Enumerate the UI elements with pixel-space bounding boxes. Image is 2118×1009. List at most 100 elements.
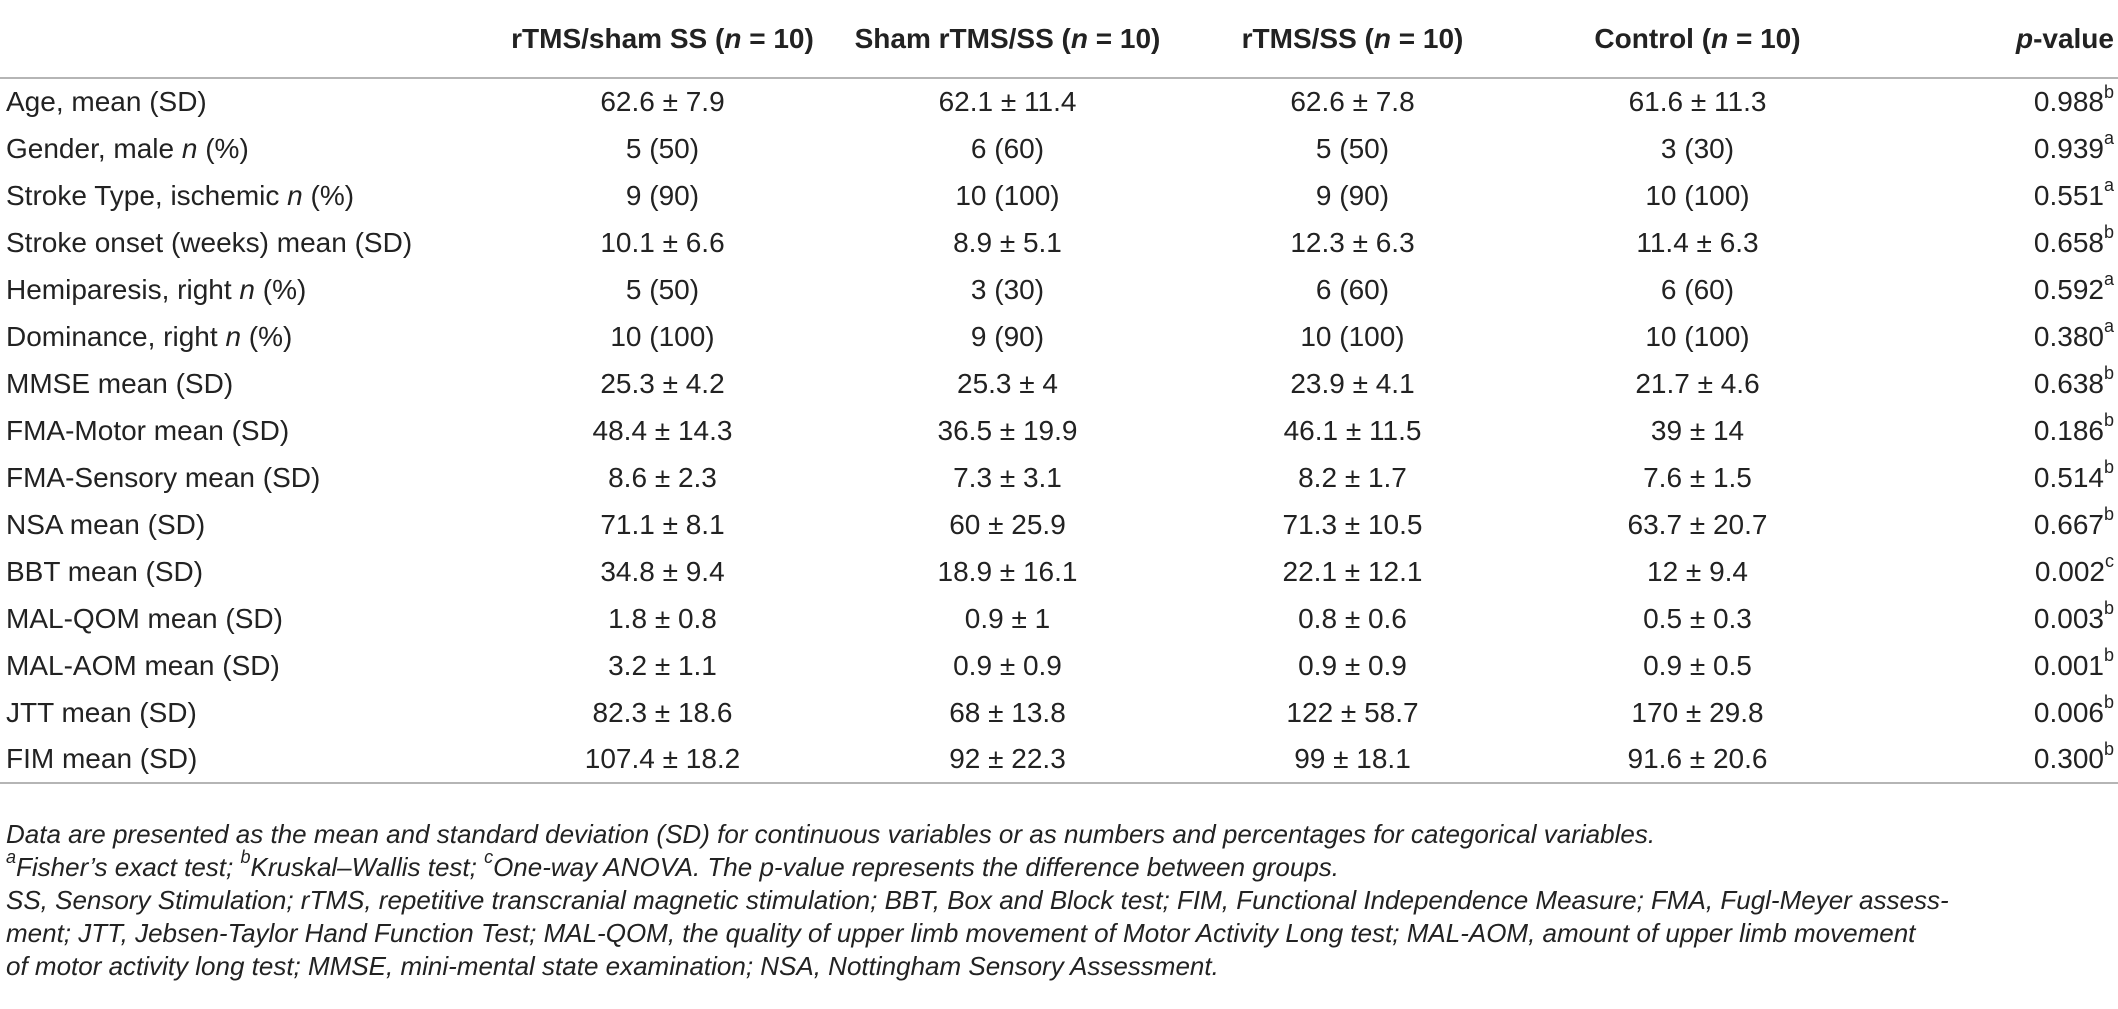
table-header: rTMS/sham SS (n = 10) Sham rTMS/SS (n = …: [0, 0, 2118, 79]
cell-sham-rtms-ss: 0.9 ± 1: [964, 602, 1051, 634]
cell-control: 7.6 ± 1.5: [1643, 461, 1752, 493]
row-label: BBT mean (SD): [6, 555, 204, 587]
header-rtms-ss: rTMS/SS (n = 10): [1180, 0, 1525, 79]
cell-control: 61.6 ± 11.3: [1628, 86, 1767, 117]
cell-sham-rtms-ss: 9 (90): [970, 320, 1045, 352]
row-label: Hemiparesis, right n (%): [6, 273, 307, 305]
cell-p-value: 0.638b: [2033, 363, 2114, 399]
cell-p-value: 0.003b: [2033, 598, 2114, 634]
cell-sham-rtms-ss: 7.3 ± 3.1: [953, 461, 1062, 493]
table-row: MAL-QOM mean (SD) 1.8 ± 0.8 0.9 ± 1 0.8 …: [0, 595, 2118, 642]
cell-p-value: 0.988b: [2033, 81, 2114, 117]
cell-rtms-sham-ss: 34.8 ± 9.4: [600, 555, 725, 587]
cell-control: 11.4 ± 6.3: [1636, 226, 1759, 258]
cell-control: 39 ± 14: [1650, 414, 1745, 446]
cell-control: 3 (30): [1660, 132, 1735, 164]
cell-rtms-sham-ss: 10 (100): [610, 320, 715, 352]
cell-p-value: 0.514b: [2033, 457, 2114, 493]
header-sham-rtms-ss: Sham rTMS/SS (n = 10): [835, 0, 1180, 79]
header-p-value: p-value: [1870, 0, 2118, 79]
cell-control: 10 (100): [1645, 179, 1750, 211]
table-row: Stroke onset (weeks) mean (SD) 10.1 ± 6.…: [0, 219, 2118, 266]
cell-sham-rtms-ss: 0.9 ± 0.9: [953, 649, 1062, 681]
cell-rtms-sham-ss: 5 (50): [625, 273, 700, 305]
cell-rtms-sham-ss: 10.1 ± 6.6: [600, 226, 725, 258]
cell-rtms-ss: 8.2 ± 1.7: [1298, 461, 1407, 493]
cell-p-value: 0.300b: [1870, 736, 2118, 784]
table-row: FIM mean (SD) 107.4 ± 18.2 92 ± 22.3 99 …: [0, 736, 2118, 784]
cell-rtms-sham-ss: 82.3 ± 18.6: [592, 696, 733, 728]
cell-p-value: 0.551a: [2033, 175, 2114, 211]
row-label: MMSE mean (SD): [6, 367, 234, 399]
row-label: FMA-Motor mean (SD): [6, 414, 290, 446]
cell-p-value: 0.592a: [2033, 269, 2114, 305]
cell-rtms-ss: 99 ± 18.1: [1180, 736, 1525, 784]
cell-rtms-sham-ss: 25.3 ± 4.2: [600, 367, 725, 399]
cell-rtms-ss: 122 ± 58.7: [1286, 696, 1419, 728]
cell-rtms-ss: 5 (50): [1315, 132, 1390, 164]
table-row: Stroke Type, ischemic n (%) 9 (90) 10 (1…: [0, 172, 2118, 219]
table-row: Age, mean (SD) 62.6 ± 7.9 62.1 ± 11.4 62…: [0, 78, 2118, 125]
cell-p-value: 0.001b: [2033, 645, 2114, 681]
table-row: Gender, male n (%) 5 (50) 6 (60) 5 (50) …: [0, 125, 2118, 172]
cell-rtms-sham-ss: 9 (90): [625, 179, 700, 211]
cell-rtms-sham-ss: 8.6 ± 2.3: [608, 461, 717, 493]
table-row: MMSE mean (SD) 25.3 ± 4.2 25.3 ± 4 23.9 …: [0, 360, 2118, 407]
row-label: Gender, male n (%): [6, 132, 249, 164]
header-rtms-sham-ss: rTMS/sham SS (n = 10): [490, 0, 835, 79]
cell-rtms-ss: 0.8 ± 0.6: [1298, 602, 1407, 634]
row-label: Stroke Type, ischemic n (%): [6, 179, 355, 211]
footnote-data-description: Data are presented as the mean and stand…: [6, 819, 1656, 849]
cell-sham-rtms-ss: 92 ± 22.3: [835, 736, 1180, 784]
cell-rtms-ss: 6 (60): [1315, 273, 1390, 305]
cell-sham-rtms-ss: 6 (60): [970, 132, 1045, 164]
cell-sham-rtms-ss: 60 ± 25.9: [949, 508, 1066, 540]
cell-p-value: 0.186b: [2033, 410, 2114, 446]
cell-control: 170 ± 29.8: [1631, 696, 1764, 728]
row-label: MAL-AOM mean (SD): [6, 649, 280, 681]
table-row: BBT mean (SD) 34.8 ± 9.4 18.9 ± 16.1 22.…: [0, 548, 2118, 595]
cell-sham-rtms-ss: 8.9 ± 5.1: [953, 226, 1062, 258]
cell-control: 21.7 ± 4.6: [1635, 367, 1760, 399]
cell-rtms-ss: 10 (100): [1300, 320, 1405, 352]
table-row: Hemiparesis, right n (%) 5 (50) 3 (30) 6…: [0, 266, 2118, 313]
footnote-abbreviations-line-2: ment; JTT, Jebsen-Taylor Hand Function T…: [6, 918, 1916, 948]
cell-p-value: 0.006b: [2033, 692, 2114, 728]
cell-rtms-ss: 46.1 ± 11.5: [1283, 414, 1422, 446]
cell-rtms-ss: 71.3 ± 10.5: [1282, 508, 1423, 540]
cell-control: 10 (100): [1645, 320, 1750, 352]
cell-sham-rtms-ss: 18.9 ± 16.1: [937, 555, 1078, 587]
cell-sham-rtms-ss: 3 (30): [970, 273, 1045, 305]
footnote-abbreviations-line-3: of motor activity long test; MMSE, mini-…: [6, 951, 1219, 981]
cell-sham-rtms-ss: 62.1 ± 11.4: [938, 86, 1077, 117]
table-body: Age, mean (SD) 62.6 ± 7.9 62.1 ± 11.4 62…: [0, 78, 2118, 784]
cell-control: 6 (60): [1660, 273, 1735, 305]
cell-rtms-ss: 23.9 ± 4.1: [1290, 367, 1415, 399]
baseline-characteristics-table: rTMS/sham SS (n = 10) Sham rTMS/SS (n = …: [0, 0, 2118, 784]
footnote-abbreviations-line-1: SS, Sensory Stimulation; rTMS, repetitiv…: [6, 885, 1949, 915]
cell-rtms-ss: 22.1 ± 12.1: [1282, 555, 1423, 587]
row-label: MAL-QOM mean (SD): [6, 602, 283, 634]
table-footnotes: Data are presented as the mean and stand…: [6, 818, 2110, 983]
header-row: rTMS/sham SS (n = 10) Sham rTMS/SS (n = …: [0, 0, 2118, 79]
cell-rtms-ss: 62.6 ± 7.8: [1290, 86, 1415, 117]
row-label: JTT mean (SD): [6, 696, 197, 728]
cell-sham-rtms-ss: 10 (100): [955, 179, 1060, 211]
table-row: MAL-AOM mean (SD) 3.2 ± 1.1 0.9 ± 0.9 0.…: [0, 642, 2118, 689]
cell-control: 91.6 ± 20.6: [1525, 736, 1870, 784]
row-label: Dominance, right n (%): [6, 320, 293, 352]
cell-rtms-sham-ss: 3.2 ± 1.1: [608, 649, 717, 681]
cell-rtms-ss: 0.9 ± 0.9: [1298, 649, 1407, 681]
cell-sham-rtms-ss: 68 ± 13.8: [949, 696, 1066, 728]
cell-rtms-sham-ss: 48.4 ± 14.3: [592, 414, 733, 446]
cell-p-value: 0.380a: [2033, 316, 2114, 352]
cell-sham-rtms-ss: 25.3 ± 4: [957, 367, 1058, 399]
row-label: NSA mean (SD): [6, 508, 206, 540]
cell-control: 0.5 ± 0.3: [1643, 602, 1752, 634]
cell-rtms-sham-ss: 71.1 ± 8.1: [600, 508, 725, 540]
table-row: FMA-Motor mean (SD) 48.4 ± 14.3 36.5 ± 1…: [0, 407, 2118, 454]
table-row: Dominance, right n (%) 10 (100) 9 (90) 1…: [0, 313, 2118, 360]
row-label: Age, mean (SD): [6, 86, 207, 117]
row-label: FIM mean (SD): [0, 736, 490, 784]
